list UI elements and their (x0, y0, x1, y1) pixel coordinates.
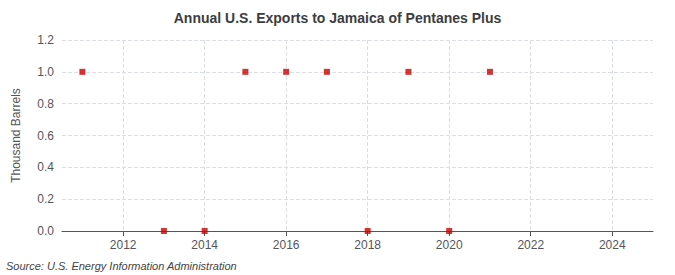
svg-text:Annual U.S. Exports to Jamaica: Annual U.S. Exports to Jamaica of Pentan… (174, 10, 502, 26)
svg-text:2018: 2018 (354, 238, 381, 252)
svg-text:2020: 2020 (436, 238, 463, 252)
svg-text:2012: 2012 (110, 238, 137, 252)
svg-text:1.0: 1.0 (37, 65, 54, 79)
svg-text:2016: 2016 (273, 238, 300, 252)
svg-text:0.6: 0.6 (37, 129, 54, 143)
svg-text:1.2: 1.2 (37, 33, 54, 47)
svg-text:2014: 2014 (191, 238, 218, 252)
svg-text:2024: 2024 (599, 238, 626, 252)
svg-text:0.0: 0.0 (37, 224, 54, 238)
svg-text:Thousand Barrels: Thousand Barrels (9, 88, 23, 183)
svg-text:0.8: 0.8 (37, 97, 54, 111)
svg-text:0.2: 0.2 (37, 192, 54, 206)
svg-text:2022: 2022 (517, 238, 544, 252)
svg-text:0.4: 0.4 (37, 160, 54, 174)
svg-text:Source: U.S. Energy Informatio: Source: U.S. Energy Information Administ… (6, 260, 237, 272)
